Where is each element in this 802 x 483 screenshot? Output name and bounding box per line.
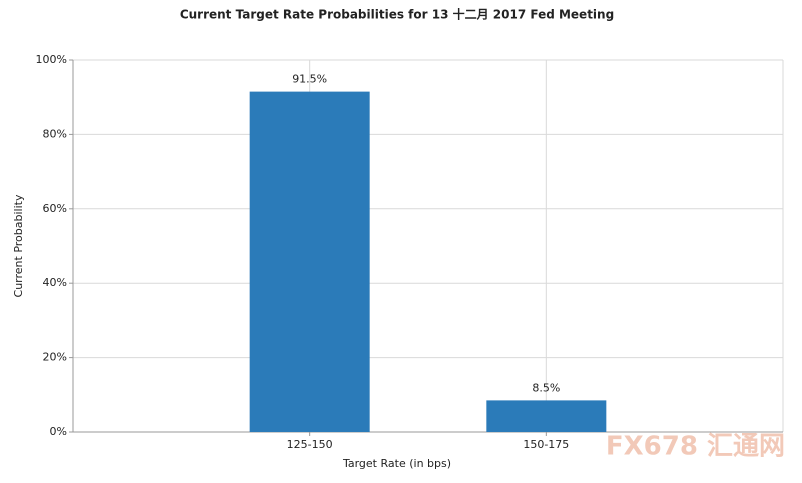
y-tick-label: 40% [43,276,67,289]
x-tick-label: 125-150 [287,438,333,451]
x-axis-label: Target Rate (in bps) [342,457,451,470]
y-tick-label: 0% [50,425,67,438]
chart-title: Current Target Rate Probabilities for 13… [180,7,614,22]
y-tick-label: 20% [43,351,67,364]
y-tick-label: 80% [43,127,67,140]
y-tick-label: 60% [43,202,67,215]
value-label: 8.5% [532,381,560,394]
watermark: FX678 汇通网 [606,432,785,462]
bar [486,400,607,432]
bar [249,91,370,433]
value-label: 91.5% [292,73,327,86]
y-axis-label: Current Probability [12,194,25,297]
x-tick-label: 150-175 [523,438,569,451]
y-tick-label: 100% [36,53,67,66]
